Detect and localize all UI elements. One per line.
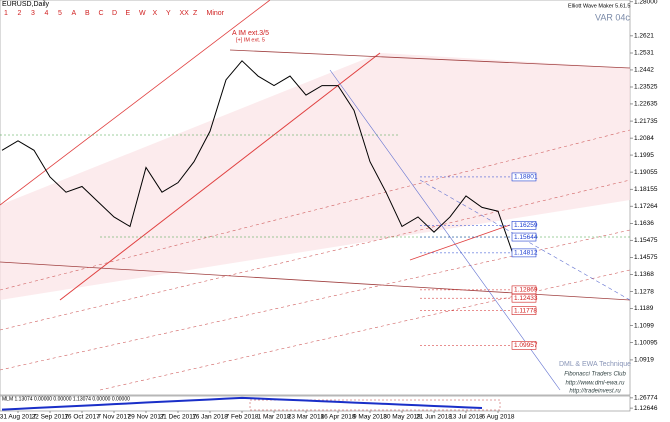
level-box [511,232,537,242]
level-box [511,285,537,295]
wave-label: C [99,10,104,17]
tool-name: Elliott Wave Maker 5.61.5 [568,3,630,9]
wave-label: B [85,10,90,17]
x-tick-label: 21 Jun 2018 [416,414,452,421]
x-tick-label: 16 Apr 2018 [320,414,355,421]
wave-label: 4 [45,10,49,17]
variant: VAR 04c [595,12,630,22]
y-tick-label: 1.2621 [634,33,654,40]
level-box [511,221,537,230]
y-tick-label: 1.1278 [634,288,654,295]
level-label: 1.11778 [514,307,537,314]
indicator-name: MLM 1.13074 0.00000 0.00000 1.13074 0.00… [2,396,130,402]
wave-label: X [153,10,158,17]
channel-line [0,0,271,206]
level-label: 1.16259 [514,222,538,229]
indicator-tick-label: 1.12646 [634,405,658,412]
level-label: 1.12433 [514,295,538,302]
indicator-box [249,399,501,411]
footer: Fibonacci Traders Club [564,372,626,378]
y-tick-label: 1.22635 [634,101,658,108]
channel-line [409,224,511,261]
y-tick-label: 1.28000 [634,0,658,6]
channel-line [99,269,631,391]
x-tick-label: 16 Oct 2017 [64,414,100,421]
y-tick-label: 1.21735 [634,118,658,125]
wave-label: Z [193,10,198,17]
level-box [511,306,537,315]
x-tick-label: 6 Aug 2018 [482,414,515,421]
x-tick-label: 30 May 2018 [383,414,421,421]
x-tick-label: 7 Feb 2018 [226,414,259,421]
x-tick-label: 21 Dec 2017 [160,414,197,421]
y-tick-label: 1.2531 [634,50,654,57]
wave-label: XX [180,10,190,17]
channel-fill [0,53,630,300]
y-tick-label: 1.1099 [634,322,654,329]
x-tick-label: 31 Aug 2017 [0,414,37,421]
wave-label: 1 [4,10,8,17]
x-tick-label: 1 Mar 2018 [258,414,291,421]
y-tick-label: 1.15475 [634,237,658,244]
y-tick-label: 1.1189 [634,305,654,312]
y-tick-label: 1.10095 [634,339,658,346]
wave-label: Minor [207,10,225,17]
wave-label: E [126,10,131,17]
footer: DML & EWA Technique [559,361,631,368]
wave-label: 3 [31,10,35,17]
x-tick-label: 9 May 2018 [353,414,387,421]
wave-label: A [72,10,77,17]
x-tick-label: 22 Sep 2017 [32,414,69,421]
level-box [511,293,537,303]
level-label: 1.18801 [514,174,538,181]
y-tick-label: 1.2442 [634,67,654,74]
level-label: 1.15644 [514,234,538,241]
level-box [511,248,537,258]
y-tick-label: 1.17264 [634,203,658,210]
footer: http://tradeinvest.ru [569,389,621,395]
y-tick-label: 1.1368 [634,271,654,278]
footer: http://www.dml-ewa.ru [565,381,625,387]
annotation: A IM ext.3/5 [232,30,269,37]
price-line [1,60,515,258]
x-tick-label: 29 Nov 2017 [128,414,165,421]
level-box [511,172,537,182]
channel-line [0,129,631,291]
wave-label: D [112,10,117,17]
channel-line [59,52,381,301]
x-tick-label: 7 Nov 2017 [97,414,131,421]
y-tick-label: 1.2084 [634,135,654,142]
y-tick-label: 1.14575 [634,254,658,261]
x-tick-label: 16 Jan 2018 [192,414,228,421]
indicator-tick-label: 1.26774 [634,395,658,402]
level-box [511,341,537,350]
y-tick-label: 1.1995 [634,152,654,159]
y-tick-label: 1.1636 [634,220,654,227]
y-tick-label: 1.18155 [634,186,658,193]
level-label: 1.12869 [514,287,538,294]
y-tick-label: 1.0919 [634,357,654,364]
level-label: 1.14812 [514,250,538,257]
level-label: 1.09957 [514,342,538,349]
indicator-line [1,396,483,411]
wave-label: W [139,10,146,17]
symbol: EURUSD,Daily [2,1,50,8]
channel-line [329,69,561,391]
channel-line [229,49,631,69]
y-tick-label: 1.19055 [634,169,658,176]
wave-label: 2 [18,10,22,17]
x-tick-label: 13 Jul 2018 [449,414,483,421]
y-tick-label: 1.23525 [634,84,658,91]
wave-label: 5 [58,10,62,17]
x-tick-label: 23 Mar 2018 [288,414,325,421]
annotation: [+] IM ext. 5 [236,37,265,43]
wave-label: Y [166,10,171,17]
